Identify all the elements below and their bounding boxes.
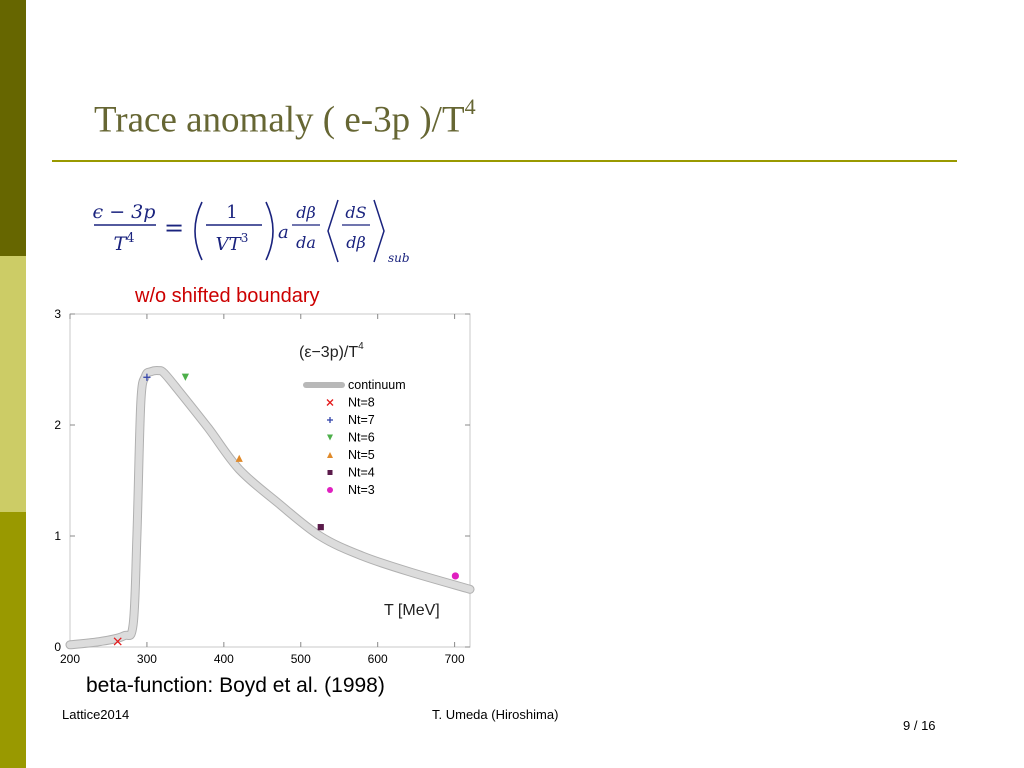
y-tick-label: 2 bbox=[54, 418, 61, 432]
formula-right-paren bbox=[265, 201, 274, 261]
side-band-bottom bbox=[0, 512, 26, 768]
formula-subscript: sub bbox=[388, 251, 410, 265]
trace-anomaly-chart: 200 300 400 500 600 700 0 1 2 3 (ε−3p)/T4 continu… bbox=[54, 307, 475, 666]
formula-equals: = bbox=[164, 214, 184, 242]
trace-anomaly-formula: ϵ − 3p T4 = 1 VT3 a dβ da dS dβ sub bbox=[93, 199, 410, 265]
slide-title-text: Trace anomaly ( e-3p )/T bbox=[94, 99, 465, 141]
title-rule bbox=[52, 160, 957, 162]
plot-caption: w/o shifted boundary bbox=[135, 285, 320, 307]
legend-swatch-nt-3 bbox=[327, 487, 333, 493]
legend-label-nt-8: Nt=8 bbox=[348, 396, 375, 410]
footer-author: T. Umeda (Hiroshima) bbox=[432, 707, 559, 722]
formula-ds-num: dS bbox=[345, 203, 366, 222]
plot-frame bbox=[69, 313, 471, 648]
data-point-nt-3 bbox=[451, 572, 459, 580]
axis-ticks: 200 300 400 500 600 700 0 1 2 3 bbox=[54, 307, 470, 666]
legend-swatch-nt-5 bbox=[327, 452, 333, 458]
legend-label-nt-4: Nt=4 bbox=[348, 466, 375, 480]
footer-conference: Lattice2014 bbox=[62, 707, 130, 722]
x-tick-label: 500 bbox=[291, 652, 311, 666]
x-tick-label: 200 bbox=[60, 652, 80, 666]
formula-lhs-numerator: ϵ − 3p bbox=[93, 201, 156, 223]
formula-frac-denominator-sup: 3 bbox=[241, 231, 249, 245]
data-markers bbox=[113, 373, 459, 646]
y-tick-label: 3 bbox=[54, 307, 61, 321]
data-point-nt-8 bbox=[113, 637, 122, 646]
legend-swatch-nt-6 bbox=[327, 434, 333, 441]
formula-lhs-denominator-sup: 4 bbox=[126, 231, 134, 246]
formula-ds-den: dβ bbox=[346, 233, 366, 252]
formula-right-angle bbox=[373, 199, 385, 263]
formula-lhs-denominator: T4 bbox=[114, 231, 135, 255]
x-tick-label: 600 bbox=[368, 652, 388, 666]
legend-label-nt-5: Nt=5 bbox=[348, 448, 375, 462]
legend-label-nt-3: Nt=3 bbox=[348, 483, 375, 497]
legend-label-nt-6: Nt=6 bbox=[348, 431, 375, 445]
formula-frac-denominator: VT3 bbox=[216, 231, 249, 255]
chart-title-sup: 4 bbox=[358, 341, 364, 352]
formula-frac-numerator: 1 bbox=[226, 202, 237, 223]
chart-title: (ε−3p)/T4 bbox=[299, 341, 364, 361]
formula-dbeta-den: da bbox=[296, 233, 316, 252]
legend-label-nt-7: Nt=7 bbox=[348, 413, 375, 427]
continuum-band bbox=[66, 367, 474, 649]
slide-title-superscript: 4 bbox=[464, 94, 476, 119]
reference-caption: beta-function: Boyd et al. (1998) bbox=[86, 674, 385, 697]
chart-legend: continuum Nt=8 Nt=7 Nt=6 Nt=5 Nt=4 Nt=3 bbox=[303, 378, 406, 497]
formula-left-paren bbox=[194, 201, 203, 261]
chart-title-text: (ε−3p)/T bbox=[299, 344, 358, 361]
formula-dbeta-num: dβ bbox=[296, 203, 316, 222]
formula-left-angle bbox=[327, 199, 339, 263]
page-number: 9 / 16 bbox=[903, 718, 936, 733]
legend-label-continuum: continuum bbox=[348, 378, 406, 392]
x-tick-label: 400 bbox=[214, 652, 234, 666]
data-point-nt-5 bbox=[235, 454, 243, 462]
x-tick-label: 700 bbox=[445, 652, 465, 666]
formula-lhs-denominator-base: T bbox=[114, 233, 128, 255]
slide-title: Trace anomaly ( e-3p )/T4 bbox=[94, 94, 476, 141]
formula-frac-denominator-base: VT bbox=[216, 234, 243, 255]
side-band-top bbox=[0, 0, 26, 256]
x-tick-label: 300 bbox=[137, 652, 157, 666]
legend-swatch-nt-4 bbox=[327, 470, 333, 475]
data-point-nt-7 bbox=[143, 373, 151, 381]
y-tick-label: 0 bbox=[54, 640, 61, 654]
side-band-middle bbox=[0, 256, 26, 512]
x-axis-label: T [MeV] bbox=[384, 602, 440, 619]
y-tick-label: 1 bbox=[54, 529, 61, 543]
data-point-nt-4 bbox=[317, 524, 324, 531]
data-point-nt-6 bbox=[181, 373, 189, 381]
legend-swatch-nt-7 bbox=[327, 417, 333, 423]
formula-a: a bbox=[278, 222, 289, 243]
legend-swatch-nt-8 bbox=[326, 399, 334, 406]
